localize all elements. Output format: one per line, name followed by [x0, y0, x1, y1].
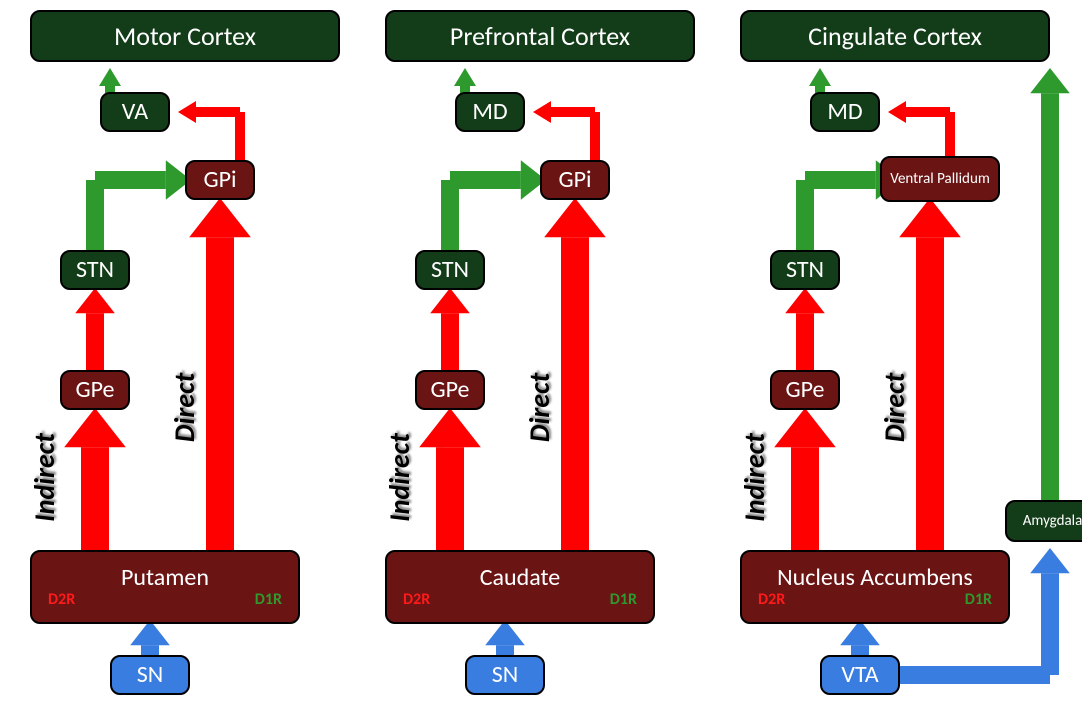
thalamus-box: MD: [455, 92, 525, 132]
striatum-label: Putamen: [38, 565, 292, 591]
direct-label: Direct: [522, 373, 557, 442]
striatum-box: Nucleus AccumbensD2R D1R: [740, 550, 1010, 624]
amygdala-box: Amygdala: [1005, 500, 1082, 542]
d1r-label: D1R: [965, 591, 992, 609]
gpi-box: GPi: [185, 160, 255, 200]
thalamus-box: MD: [810, 92, 880, 132]
cortex-box: Cingulate Cortex: [740, 10, 1050, 62]
gpe-box: GPe: [770, 370, 840, 410]
indirect-label: Indirect: [27, 433, 62, 522]
cortex-box: Motor Cortex: [30, 10, 340, 62]
d2r-label: D2R: [48, 591, 75, 609]
d1r-label: D1R: [610, 591, 637, 609]
gpe-box: GPe: [415, 370, 485, 410]
stn-box: STN: [60, 250, 130, 290]
d2r-label: D2R: [758, 591, 785, 609]
stn-box: STN: [415, 250, 485, 290]
striatum-label: Nucleus Accumbens: [748, 565, 1002, 591]
d1r-label: D1R: [255, 591, 282, 609]
gpe-box: GPe: [60, 370, 130, 410]
striatum-box: CaudateD2R D1R: [385, 550, 655, 624]
cortex-box: Prefrontal Cortex: [385, 10, 695, 62]
striatum-box: PutamenD2R D1R: [30, 550, 300, 624]
pathway-column-0: Motor Cortex VA GPi STN GPe PutamenD2R D1R SN In…: [20, 0, 360, 706]
stn-box: STN: [770, 250, 840, 290]
striatum-label: Caudate: [393, 565, 647, 591]
pathway-column-1: Prefrontal Cortex MD GPi STN GPe CaudateD2R D1…: [375, 0, 715, 706]
direct-label: Direct: [877, 373, 912, 442]
direct-label: Direct: [167, 373, 202, 442]
gpi-box: GPi: [540, 160, 610, 200]
thalamus-box: VA: [100, 92, 170, 132]
pathway-column-2: Cingulate Cortex MDVentral Pallidum STN GPe…: [730, 0, 1070, 706]
input-box: SN: [110, 655, 190, 695]
input-box: VTA: [820, 655, 900, 695]
indirect-label: Indirect: [737, 433, 772, 522]
gpi-box: Ventral Pallidum: [880, 156, 1000, 202]
input-box: SN: [465, 655, 545, 695]
d2r-label: D2R: [403, 591, 430, 609]
indirect-label: Indirect: [382, 433, 417, 522]
